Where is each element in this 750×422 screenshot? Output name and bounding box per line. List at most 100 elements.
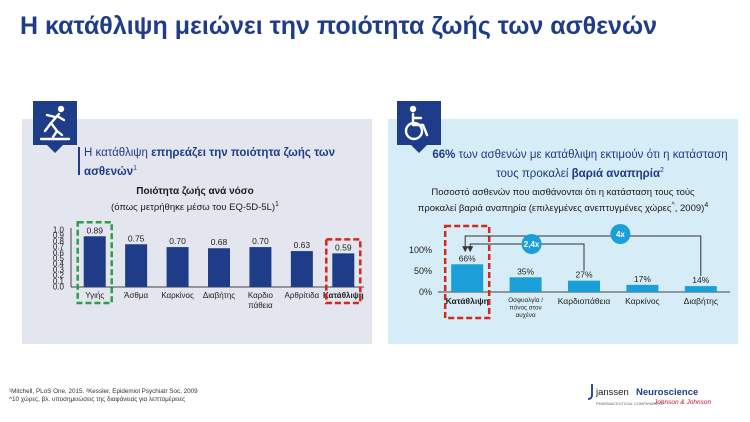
comparison-arrow-4x — [464, 235, 702, 277]
x-tick-label: αυχένα — [516, 311, 536, 319]
data-label: 0.68 — [211, 237, 228, 247]
data-label: 0.70 — [169, 236, 186, 246]
y-tick-label: 0.8 — [53, 237, 65, 246]
bar — [626, 284, 659, 292]
bar — [249, 247, 272, 287]
left-headline-sup: 1 — [133, 165, 138, 172]
bar — [332, 253, 355, 287]
data-label: 0.75 — [128, 233, 145, 243]
bar — [290, 251, 313, 287]
y-tick-label: 0.5 — [53, 254, 65, 263]
left-chart-title: Ποιότητα ζωής ανά νόσο — [136, 186, 254, 197]
y-tick-label: 0.0 — [53, 283, 65, 292]
right-chart-title: Ποσοστό ασθενών που αισθάνονται ότι η κα… — [392, 186, 734, 215]
data-label: 0.63 — [294, 240, 311, 250]
data-label: 17% — [634, 274, 651, 284]
x-tick-label: Άσθμα — [124, 291, 148, 300]
right-chart-title-line1: Ποσοστό ασθενών που αισθάνονται ότι η κα… — [431, 187, 695, 198]
y-tick-label: 0.1 — [53, 277, 65, 286]
right-headline-sup: 2 — [660, 167, 664, 174]
x-tick-label: Οσφυαλγία / — [508, 296, 543, 304]
right-headline-bold: 66% — [432, 149, 456, 161]
footnotes: ¹Mitchell, PLoS One, 2015. ²Kessler, Epi… — [9, 388, 198, 404]
y-tick-label: 0.2 — [53, 271, 65, 280]
ratio-badge — [610, 224, 631, 244]
bar — [684, 286, 717, 292]
x-tick-label: Υγιής — [85, 291, 104, 300]
left-headline-pre: Η κατάθλιψη — [84, 147, 152, 159]
logo-tagline: PHARMACEUTICAL COMPANIES OF — [596, 401, 665, 406]
bar — [208, 248, 230, 287]
data-label: 66% — [459, 253, 476, 263]
wheelchair-icon — [397, 101, 441, 145]
bar — [509, 277, 542, 292]
y-tick-label: 0.3 — [53, 265, 65, 274]
data-label: 27% — [575, 270, 592, 280]
right-chart-title-end: , 2009) — [674, 203, 705, 215]
ratio-badge — [521, 234, 542, 254]
ratio-badge-label: 2,4x — [524, 240, 540, 249]
data-label: 0.59 — [335, 242, 352, 252]
x-tick-label: Καρδιο — [248, 291, 274, 300]
headline-marker — [78, 147, 80, 175]
data-label: 0.70 — [252, 236, 269, 246]
bar — [166, 247, 189, 287]
x-tick-label: Αρθρίτιδα — [285, 291, 320, 300]
logo-division: Neuroscience — [636, 387, 699, 398]
data-label: 35% — [517, 266, 534, 276]
left-headline: Η κατάθλιψη επηρεάζει την ποιότητα ζωής … — [78, 146, 364, 180]
falling-person-icon — [33, 101, 77, 145]
highlight-box — [443, 224, 491, 320]
ratio-badge-label: 4x — [616, 230, 625, 239]
right-headline-bold2: βαριά αναπηρία — [571, 167, 661, 180]
footnote-line-2: ^10 χώρες, βλ. υποσημειώσεις της διαφάνε… — [9, 396, 186, 403]
right-chart-title-line2: προκαλεί βαριά αναπηρία (επιλεγμένες ανε… — [417, 203, 672, 215]
left-headline-bold: επηρεάζει την ποιότητα ζωής των ασθενών — [84, 147, 336, 178]
y-tick-label: 1.0 — [53, 226, 65, 235]
y-tick-label: 50% — [414, 266, 432, 276]
footnote-line-1: ¹Mitchell, PLoS One, 2015. ²Kessler, Epi… — [9, 388, 198, 395]
bar — [568, 280, 600, 292]
bar — [451, 264, 484, 292]
x-tick-label: Διαβήτης — [203, 291, 235, 300]
x-tick-label: Κατάθλιψη — [323, 291, 364, 300]
icon-pointer — [411, 145, 427, 153]
bar — [83, 236, 106, 287]
left-chart-subtitle-text: (όπως μετρήθηκε μέσω του EQ-5D-5L) — [111, 202, 276, 214]
logo-parent: Johnson & Johnson — [654, 399, 712, 406]
x-tick-label: πόνος στον — [509, 304, 541, 312]
left-chart-subtitle: (όπως μετρήθηκε μέσω του EQ-5D-5L)1 — [30, 201, 360, 213]
highlight-box — [76, 221, 113, 305]
left-panel — [22, 119, 372, 344]
y-tick-label: 0% — [419, 287, 432, 297]
logo-mark-icon — [587, 384, 593, 400]
right-headline-text: των ασθενών με κατάθλιψη εκτιμούν ότι η … — [455, 149, 728, 180]
y-tick-label: 100% — [409, 245, 432, 255]
right-chart-title-sup1: ^ — [671, 202, 675, 209]
y-tick-label: 0.9 — [53, 231, 65, 240]
x-tick-label: Διαβήτης — [684, 296, 718, 306]
data-label: 0.89 — [86, 225, 103, 235]
y-tick-label: 0.7 — [53, 243, 65, 252]
arrow-head — [462, 246, 469, 253]
left-chart-subtitle-sup: 1 — [275, 201, 279, 208]
page-title: Η κατάθλιψη μειώνει την ποιότητα ζωής τω… — [20, 12, 657, 40]
y-tick-label: 0.4 — [53, 260, 65, 269]
bar — [125, 244, 148, 287]
right-chart-title-sup2: 4 — [704, 202, 709, 209]
x-tick-label: πάθεια — [248, 301, 273, 310]
right-bar-chart: 0% 50% 100% 66% Κατάθλιψη 35% Οσφυαλγία /πόνος… — [409, 224, 730, 320]
logo-brand: janssen — [596, 387, 629, 398]
highlight-box — [325, 238, 362, 305]
y-tick-label: 0.6 — [53, 248, 65, 257]
x-tick-label: Κατάθλιψη — [446, 296, 489, 306]
x-tick-label: Καρδιοπάθεια — [558, 296, 611, 306]
icon-pointer — [47, 145, 63, 153]
x-tick-label: Καρκίνος — [161, 291, 194, 300]
x-tick-label: Καρκίνος — [625, 296, 660, 306]
janssen-logo: janssen Neuroscience PHARMACEUTICAL COMP… — [587, 380, 738, 416]
left-bar-chart: 0.00.10.20.30.40.50.60.70.80.91.0 0.89 Υγι… — [53, 221, 364, 310]
arrow-head — [467, 246, 474, 253]
data-label: 14% — [692, 275, 709, 285]
right-headline: 66% των ασθενών με κατάθλιψη εκτιμούν ότ… — [430, 148, 730, 182]
